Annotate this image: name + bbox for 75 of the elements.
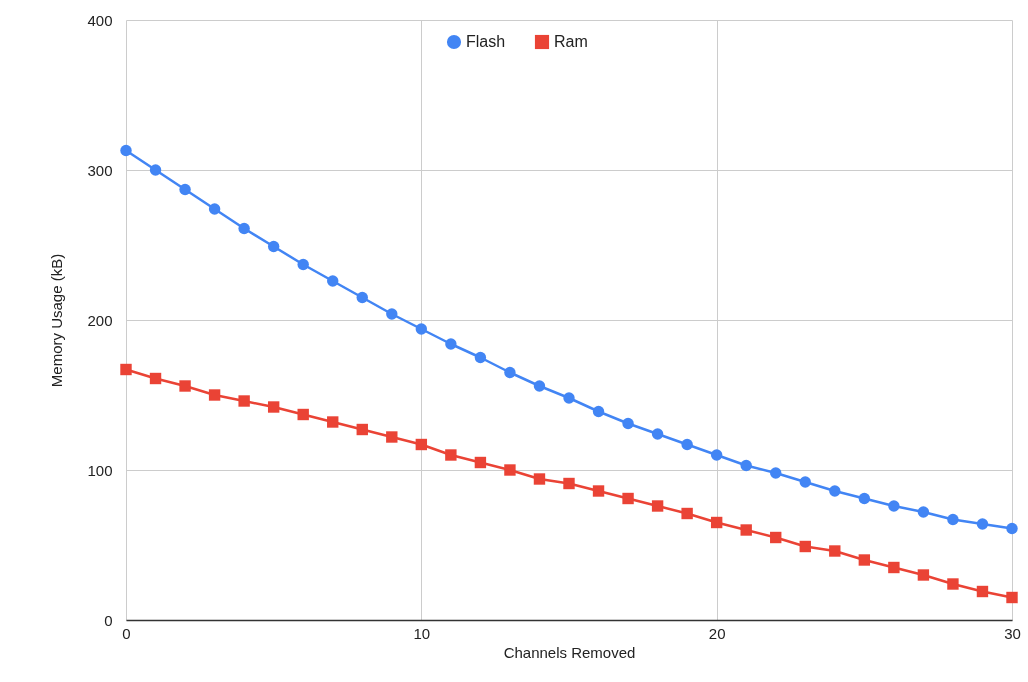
point xyxy=(770,531,782,544)
point xyxy=(622,417,634,430)
y-tick-label: 100 xyxy=(87,461,113,479)
point xyxy=(533,380,546,392)
x-tick-label: 10 xyxy=(413,624,431,642)
point xyxy=(120,363,132,376)
point xyxy=(563,477,575,490)
point xyxy=(415,323,428,335)
point xyxy=(1006,522,1018,535)
point xyxy=(327,416,339,428)
point xyxy=(947,513,959,526)
point xyxy=(799,540,811,553)
y-axis-title: Memory Usage (kB) xyxy=(48,253,66,388)
point xyxy=(740,524,752,536)
point xyxy=(947,578,959,590)
point xyxy=(267,401,280,413)
point xyxy=(267,240,280,253)
point xyxy=(179,380,191,392)
point xyxy=(297,408,309,421)
point xyxy=(297,258,309,271)
point xyxy=(445,338,457,350)
x-tick-label: 0 xyxy=(122,624,131,642)
point xyxy=(1006,591,1018,604)
y-tick-label: 200 xyxy=(87,311,113,329)
point xyxy=(356,423,368,436)
point xyxy=(710,449,723,461)
point xyxy=(888,500,900,512)
y-tick-label: 300 xyxy=(87,161,113,179)
x-axis-title: Channels Removed xyxy=(503,643,636,661)
point xyxy=(356,291,368,304)
point xyxy=(976,585,989,598)
point xyxy=(327,275,339,287)
point xyxy=(208,203,221,215)
point xyxy=(504,366,516,379)
point xyxy=(474,351,487,364)
point xyxy=(504,464,516,476)
point xyxy=(386,308,398,320)
point xyxy=(829,485,841,497)
point xyxy=(622,492,634,505)
x-tick-label: 30 xyxy=(1004,624,1021,642)
point xyxy=(208,389,221,401)
point xyxy=(829,545,841,557)
y-tick-label: 400 xyxy=(87,11,113,29)
legend-label: Ram xyxy=(554,33,588,50)
point xyxy=(238,395,250,407)
point xyxy=(149,164,162,176)
y-tick-label: 0 xyxy=(104,611,113,629)
point xyxy=(592,485,605,497)
x-tick-label: 20 xyxy=(708,624,726,642)
point xyxy=(651,428,664,440)
point xyxy=(917,569,930,581)
point xyxy=(238,222,250,235)
point xyxy=(386,431,398,443)
point xyxy=(651,500,664,512)
point xyxy=(563,392,575,404)
point xyxy=(474,456,487,469)
point xyxy=(858,554,871,566)
point xyxy=(917,506,930,518)
point xyxy=(770,467,782,479)
point xyxy=(888,561,900,574)
point xyxy=(120,144,132,157)
legend-label: Flash xyxy=(466,33,506,50)
point xyxy=(976,518,989,530)
point xyxy=(799,476,811,488)
point xyxy=(740,459,752,472)
point xyxy=(149,372,162,385)
point xyxy=(592,405,605,418)
point xyxy=(858,492,871,505)
point xyxy=(681,507,693,520)
point xyxy=(681,438,693,451)
point xyxy=(445,449,457,461)
point xyxy=(710,516,723,529)
point xyxy=(415,438,428,451)
point xyxy=(179,183,191,196)
point xyxy=(533,473,546,485)
